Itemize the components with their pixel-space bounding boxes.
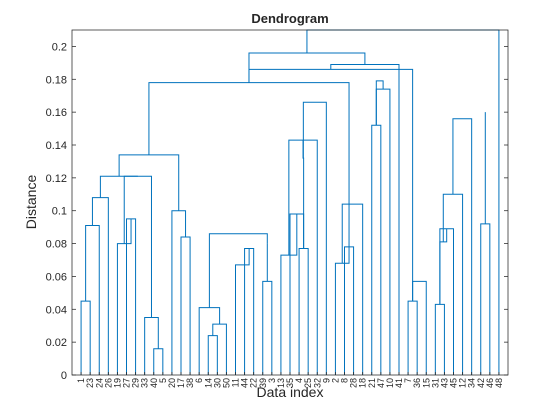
dendrogram-link xyxy=(452,118,473,375)
x-leaf-label: 7 xyxy=(403,378,413,383)
x-leaf-label: 4 xyxy=(294,378,304,383)
x-leaf-label: 41 xyxy=(394,378,404,388)
y-tick-label: 0.1 xyxy=(52,206,67,218)
y-tick-label: 0.12 xyxy=(46,173,67,185)
x-leaf-label: 26 xyxy=(103,378,113,388)
x-leaf-label: 25 xyxy=(303,378,313,388)
dendrogram-link xyxy=(439,228,448,305)
x-leaf-label: 27 xyxy=(122,378,132,388)
x-axis-label: Data index xyxy=(257,384,324,400)
x-leaf-label: 11 xyxy=(231,378,241,387)
x-leaf-label: 15 xyxy=(421,378,431,388)
y-tick-label: 0.16 xyxy=(46,107,67,119)
dendrogram-link xyxy=(334,246,350,375)
x-leaf-label: 8 xyxy=(340,378,350,383)
x-leaf-label: 17 xyxy=(176,378,186,388)
chart-title: Dendrogram xyxy=(251,11,328,26)
dendrogram-link xyxy=(302,101,327,375)
x-leaf-label: 18 xyxy=(358,378,368,388)
y-axis-label: Distance xyxy=(23,175,39,230)
x-leaf-label: 24 xyxy=(94,378,104,388)
y-tick-label: 0.02 xyxy=(46,337,67,349)
x-leaf-label: 23 xyxy=(85,378,95,388)
y-axis-ticks: 0 0.02 0.04 0.06 0.08 0.1 0.12 0.14 0.16 0.18 0.2 xyxy=(46,41,508,382)
x-leaf-label: 14 xyxy=(203,378,213,388)
dendrogram-link xyxy=(341,203,364,375)
y-tick-label: 0.08 xyxy=(46,239,67,251)
x-leaf-label: 47 xyxy=(376,378,386,388)
x-leaf-label: 46 xyxy=(485,378,495,388)
x-leaf-label: 28 xyxy=(349,378,359,388)
x-leaf-label: 43 xyxy=(439,378,449,388)
dendrogram-link xyxy=(375,80,384,126)
x-leaf-label: 29 xyxy=(131,378,141,388)
x-leaf-label: 48 xyxy=(494,378,504,388)
x-leaf-label: 10 xyxy=(385,378,395,388)
x-leaf-label: 34 xyxy=(467,378,477,388)
x-leaf-label: 33 xyxy=(140,378,150,388)
x-leaf-label: 36 xyxy=(412,378,422,388)
x-leaf-label: 9 xyxy=(321,378,331,383)
y-tick-label: 0.2 xyxy=(52,41,67,53)
x-leaf-label: 30 xyxy=(212,378,222,388)
x-leaf-label: 6 xyxy=(194,378,204,383)
y-tick-label: 0.06 xyxy=(46,271,67,283)
dendrogram-links xyxy=(80,29,500,375)
dendrogram-link xyxy=(198,307,221,375)
x-leaf-label: 5 xyxy=(158,378,168,383)
x-leaf-label: 31 xyxy=(430,378,440,388)
x-leaf-label: 12 xyxy=(458,378,468,388)
x-leaf-label: 50 xyxy=(221,378,231,388)
x-leaf-label: 19 xyxy=(112,378,122,388)
x-leaf-label: 44 xyxy=(240,378,250,388)
x-leaf-label: 21 xyxy=(367,378,377,388)
x-leaf-label: 13 xyxy=(276,378,286,388)
x-axis-ticks: 1 23 24 26 19 27 29 33 40 5 20 17 38 6 14 30 50 11 44 22 39 3… xyxy=(76,372,504,388)
dendrogram-link xyxy=(371,124,382,375)
x-leaf-label: 22 xyxy=(249,378,259,388)
x-leaf-label: 1 xyxy=(76,378,86,383)
dendrogram-link xyxy=(208,233,268,308)
x-leaf-label: 3 xyxy=(267,378,277,383)
y-tick-label: 0 xyxy=(61,370,67,382)
dendrogram-link xyxy=(235,248,250,375)
x-leaf-label: 35 xyxy=(285,378,295,388)
x-leaf-label: 45 xyxy=(449,378,459,388)
dendrogram-link xyxy=(442,193,464,375)
x-leaf-label: 2 xyxy=(330,378,340,383)
y-tick-label: 0.04 xyxy=(46,304,67,316)
x-leaf-label: 39 xyxy=(258,378,268,388)
x-leaf-label: 32 xyxy=(312,378,322,388)
y-tick-label: 0.18 xyxy=(46,74,67,86)
x-leaf-label: 42 xyxy=(476,378,486,388)
dendrogram-link xyxy=(99,175,138,198)
y-tick-label: 0.14 xyxy=(46,140,67,152)
x-leaf-label: 38 xyxy=(185,378,195,388)
x-leaf-label: 40 xyxy=(149,378,159,388)
x-leaf-label: 20 xyxy=(167,378,177,388)
